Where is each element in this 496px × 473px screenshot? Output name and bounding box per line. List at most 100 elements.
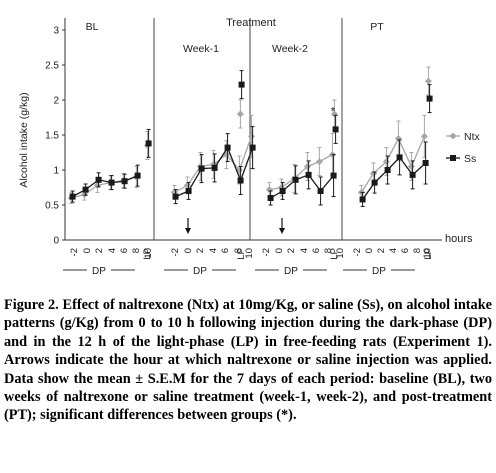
x-tick-label: 8 — [412, 248, 423, 253]
series-line-ss — [362, 156, 427, 200]
dp-label: DP — [372, 266, 386, 277]
x-tick-label: 10 — [422, 248, 433, 259]
data-point-ntx — [80, 191, 88, 198]
x-tick-label: 4 — [388, 248, 399, 253]
x-tick-label: 6 — [119, 248, 130, 253]
data-point-ss — [172, 193, 179, 200]
lp-point-ntx — [424, 77, 432, 85]
treatment-label: Treatment — [226, 17, 276, 29]
series-line-ntx — [360, 136, 425, 193]
data-point-ntx — [183, 181, 191, 189]
x-tick-label: 0 — [82, 248, 93, 253]
x-tick-label: LP — [236, 248, 247, 260]
x-tick-label: 6 — [220, 248, 231, 253]
legend-marker-ntx — [449, 132, 457, 140]
data-point-ss — [305, 171, 312, 178]
data-point-ntx — [394, 135, 402, 142]
x-tick-label: 8 — [323, 248, 334, 253]
x-tick-label: 6 — [400, 248, 411, 253]
data-point-ntx — [265, 186, 273, 194]
data-point-ss — [330, 172, 337, 179]
y-tick-label: 3 — [53, 26, 59, 37]
data-point-ss — [211, 164, 218, 171]
dp-label: DP — [193, 266, 207, 277]
injection-arrow-head — [185, 228, 191, 234]
lp-point-ss — [145, 140, 152, 147]
data-point-ss — [292, 176, 299, 183]
data-point-ss — [108, 179, 115, 186]
panel-label: PT — [370, 21, 384, 33]
x-tick-label: LP — [142, 248, 153, 260]
legend-label-ntx: Ntx — [464, 131, 481, 143]
x-tick-label: -2 — [352, 248, 363, 256]
x-tick-label: 2 — [286, 248, 297, 253]
data-point-ss — [224, 144, 231, 151]
panel-label: BL — [86, 21, 99, 33]
x-tick-label: 6 — [311, 248, 322, 253]
data-point-ss — [409, 171, 416, 178]
y-tick-label: 1.5 — [45, 131, 59, 142]
data-point-ss — [371, 179, 378, 186]
y-tick-label: 0.5 — [45, 201, 59, 212]
data-point-ntx — [382, 158, 390, 166]
x-tick-label: 10 — [244, 248, 255, 259]
dp-label: DP — [284, 266, 298, 277]
x-tick-label: LP — [329, 248, 340, 260]
data-point-ss — [422, 160, 429, 166]
data-point-ss — [249, 144, 256, 151]
x-tick-label: 4 — [208, 248, 219, 253]
data-point-ntx — [407, 163, 415, 170]
data-point-ss — [198, 165, 205, 172]
significance-star: * — [331, 104, 336, 118]
y-tick-label: 2.5 — [45, 61, 59, 72]
lp-point-ss — [426, 95, 433, 102]
data-point-ss — [384, 167, 391, 173]
x-tick-label: 10 — [335, 248, 346, 259]
panel-label: Week-1 — [183, 43, 219, 55]
x-tick-label: 0 — [274, 248, 285, 253]
data-point-ntx — [315, 158, 323, 166]
x-tick-label: -2 — [261, 248, 272, 256]
y-tick-label: 2 — [53, 96, 59, 107]
data-point-ss — [134, 172, 141, 179]
data-point-ss — [185, 188, 192, 194]
data-point-ss — [359, 196, 366, 203]
data-point-ss — [82, 186, 89, 193]
data-point-ntx — [303, 163, 311, 170]
x-tick-label: 0 — [183, 248, 194, 253]
data-point-ss — [95, 176, 102, 183]
panel-label: Week-2 — [272, 43, 308, 55]
x-tick-label: LP — [423, 248, 434, 260]
x-tick-label: -2 — [69, 248, 80, 256]
data-point-ss — [237, 177, 244, 184]
data-point-ss — [317, 188, 324, 194]
legend-marker-ss — [450, 155, 456, 161]
data-point-ss — [279, 188, 286, 194]
data-point-ss — [69, 193, 76, 200]
x-tick-label: 2 — [376, 248, 387, 253]
x-tick-label: 2 — [195, 248, 206, 253]
x-tick-label: 10 — [143, 248, 154, 259]
data-point-ss — [396, 154, 403, 161]
lp-point-ss — [332, 126, 339, 133]
x-tick-label: 4 — [299, 248, 310, 253]
lp-point-ntx — [236, 110, 244, 118]
series-line-ntx — [269, 154, 333, 191]
data-point-ss — [121, 178, 128, 185]
x-tick-label: -2 — [170, 248, 181, 256]
y-tick-label: 1 — [53, 166, 59, 177]
data-point-ss — [267, 195, 274, 201]
x-tick-label: 8 — [131, 248, 142, 253]
figure-caption: Figure 2. Effect of naltrexone (Ntx) at … — [4, 297, 492, 424]
axes: 0 0.5 1 1.5 2 2.5 3 — [45, 18, 442, 247]
x-tick-label: 0 — [364, 248, 375, 253]
data-point-ntx — [247, 132, 255, 140]
dp-label: DP — [92, 266, 106, 277]
x-axis-label: hours — [445, 233, 473, 245]
injection-arrow-head — [279, 228, 285, 234]
x-tick-label: 4 — [107, 248, 118, 253]
y-tick-label: 0 — [53, 236, 59, 247]
